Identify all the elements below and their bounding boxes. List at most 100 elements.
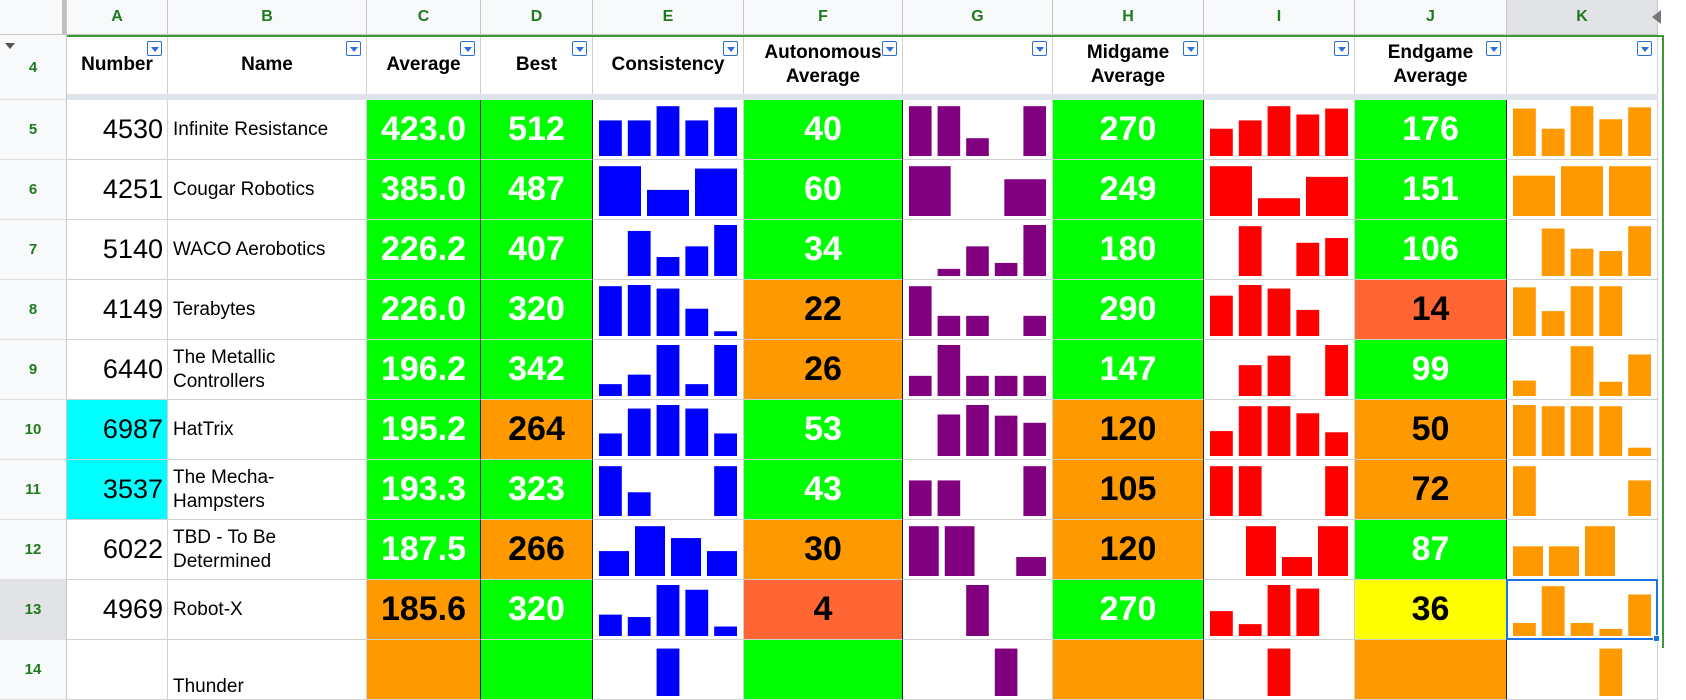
endgame-average-cell[interactable]: 151 bbox=[1355, 160, 1507, 220]
team-number-cell[interactable]: 6440 bbox=[67, 340, 168, 400]
sparkline-cell-consistency[interactable] bbox=[593, 100, 744, 160]
team-name-cell[interactable]: The Metallic Controllers bbox=[168, 340, 367, 400]
best-cell[interactable]: 266 bbox=[481, 520, 593, 580]
filter-dropdown-icon[interactable] bbox=[1334, 41, 1349, 56]
filter-dropdown-icon[interactable] bbox=[882, 41, 897, 56]
sparkline-cell-midgame[interactable] bbox=[1204, 400, 1355, 460]
best-cell[interactable]: 487 bbox=[481, 160, 593, 220]
team-name-cell[interactable]: Cougar Robotics bbox=[168, 160, 367, 220]
row-header-14[interactable]: 14 bbox=[0, 640, 67, 700]
best-cell[interactable] bbox=[481, 640, 593, 700]
endgame-average-cell[interactable]: 99 bbox=[1355, 340, 1507, 400]
autonomous-average-cell[interactable]: 4 bbox=[744, 580, 903, 640]
row-header-10[interactable]: 10 bbox=[0, 400, 67, 460]
midgame-average-cell[interactable]: 105 bbox=[1053, 460, 1204, 520]
row-header-13[interactable]: 13 bbox=[0, 580, 67, 640]
team-number-cell[interactable]: 3537 bbox=[67, 460, 168, 520]
best-cell[interactable]: 407 bbox=[481, 220, 593, 280]
average-cell[interactable]: 196.2 bbox=[367, 340, 481, 400]
team-number-cell[interactable]: 4969 bbox=[67, 580, 168, 640]
autonomous-average-cell[interactable] bbox=[744, 640, 903, 700]
sparkline-cell-endgame[interactable] bbox=[1507, 520, 1658, 580]
sparkline-cell-autonomous[interactable] bbox=[903, 520, 1053, 580]
sparkline-cell-endgame[interactable] bbox=[1507, 280, 1658, 340]
sparkline-cell-endgame[interactable] bbox=[1507, 640, 1658, 700]
row-header-7[interactable]: 7 bbox=[0, 220, 67, 280]
autonomous-average-cell[interactable]: 30 bbox=[744, 520, 903, 580]
endgame-average-cell[interactable]: 72 bbox=[1355, 460, 1507, 520]
row-header-12[interactable]: 12 bbox=[0, 520, 67, 580]
team-number-cell[interactable]: 4149 bbox=[67, 280, 168, 340]
sparkline-cell-midgame[interactable] bbox=[1204, 640, 1355, 700]
sparkline-cell-midgame[interactable] bbox=[1204, 100, 1355, 160]
sparkline-cell-endgame[interactable] bbox=[1507, 340, 1658, 400]
endgame-average-cell[interactable]: 87 bbox=[1355, 520, 1507, 580]
sparkline-cell-midgame[interactable] bbox=[1204, 340, 1355, 400]
column-header-i[interactable]: I bbox=[1204, 0, 1355, 35]
filter-dropdown-icon[interactable] bbox=[1183, 41, 1198, 56]
best-cell[interactable]: 512 bbox=[481, 100, 593, 160]
sparkline-cell-autonomous[interactable] bbox=[903, 580, 1053, 640]
average-cell[interactable]: 185.6 bbox=[367, 580, 481, 640]
sparkline-cell-endgame[interactable] bbox=[1507, 160, 1658, 220]
autonomous-average-cell[interactable]: 53 bbox=[744, 400, 903, 460]
sparkline-cell-midgame[interactable] bbox=[1204, 220, 1355, 280]
row-header-5[interactable]: 5 bbox=[0, 100, 67, 160]
midgame-average-cell[interactable]: 147 bbox=[1053, 340, 1204, 400]
column-header-e[interactable]: E bbox=[593, 0, 744, 35]
column-header-h[interactable]: H bbox=[1053, 0, 1204, 35]
team-number-cell[interactable]: 5140 bbox=[67, 220, 168, 280]
row-header-11[interactable]: 11 bbox=[0, 460, 67, 520]
team-number-cell[interactable] bbox=[67, 640, 168, 700]
best-cell[interactable]: 320 bbox=[481, 280, 593, 340]
endgame-average-cell[interactable]: 14 bbox=[1355, 280, 1507, 340]
column-header-g[interactable]: G bbox=[903, 0, 1053, 35]
sparkline-cell-autonomous[interactable] bbox=[903, 460, 1053, 520]
sparkline-cell-autonomous[interactable] bbox=[903, 400, 1053, 460]
group-collapse-icon[interactable] bbox=[5, 43, 15, 49]
sparkline-cell-autonomous[interactable] bbox=[903, 640, 1053, 700]
filter-dropdown-icon[interactable] bbox=[723, 41, 738, 56]
midgame-average-cell[interactable]: 120 bbox=[1053, 520, 1204, 580]
autonomous-average-cell[interactable]: 60 bbox=[744, 160, 903, 220]
row-header-6[interactable]: 6 bbox=[0, 160, 67, 220]
team-name-cell[interactable]: Thunder bbox=[168, 640, 367, 700]
team-name-cell[interactable]: WACO Aerobotics bbox=[168, 220, 367, 280]
team-number-cell[interactable]: 6987 bbox=[67, 400, 168, 460]
endgame-average-cell[interactable]: 50 bbox=[1355, 400, 1507, 460]
filter-dropdown-icon[interactable] bbox=[460, 41, 475, 56]
average-cell[interactable]: 423.0 bbox=[367, 100, 481, 160]
average-cell[interactable]: 226.0 bbox=[367, 280, 481, 340]
filter-dropdown-icon[interactable] bbox=[1032, 41, 1047, 56]
sparkline-cell-consistency[interactable] bbox=[593, 640, 744, 700]
sparkline-cell-endgame[interactable] bbox=[1507, 100, 1658, 160]
autonomous-average-cell[interactable]: 40 bbox=[744, 100, 903, 160]
column-header-a[interactable]: A bbox=[67, 0, 168, 35]
sparkline-cell-midgame[interactable] bbox=[1204, 520, 1355, 580]
sparkline-cell-midgame[interactable] bbox=[1204, 460, 1355, 520]
autonomous-average-cell[interactable]: 26 bbox=[744, 340, 903, 400]
best-cell[interactable]: 320 bbox=[481, 580, 593, 640]
scroll-left-arrow[interactable] bbox=[1652, 10, 1661, 24]
autonomous-average-cell[interactable]: 22 bbox=[744, 280, 903, 340]
select-all-corner[interactable] bbox=[0, 0, 67, 35]
midgame-average-cell[interactable]: 270 bbox=[1053, 100, 1204, 160]
filter-dropdown-icon[interactable] bbox=[1486, 41, 1501, 56]
best-cell[interactable]: 264 bbox=[481, 400, 593, 460]
midgame-average-cell[interactable] bbox=[1053, 640, 1204, 700]
endgame-average-cell[interactable]: 36 bbox=[1355, 580, 1507, 640]
team-name-cell[interactable]: HatTrix bbox=[168, 400, 367, 460]
sparkline-cell-autonomous[interactable] bbox=[903, 220, 1053, 280]
filter-dropdown-icon[interactable] bbox=[1637, 41, 1652, 56]
team-number-cell[interactable]: 4530 bbox=[67, 100, 168, 160]
sparkline-cell-consistency[interactable] bbox=[593, 400, 744, 460]
column-header-c[interactable]: C bbox=[367, 0, 481, 35]
column-header-d[interactable]: D bbox=[481, 0, 593, 35]
sparkline-cell-consistency[interactable] bbox=[593, 340, 744, 400]
filter-dropdown-icon[interactable] bbox=[572, 41, 587, 56]
team-name-cell[interactable]: Robot-X bbox=[168, 580, 367, 640]
sparkline-cell-consistency[interactable] bbox=[593, 460, 744, 520]
sparkline-cell-endgame[interactable] bbox=[1507, 220, 1658, 280]
column-header-f[interactable]: F bbox=[744, 0, 903, 35]
midgame-average-cell[interactable]: 270 bbox=[1053, 580, 1204, 640]
